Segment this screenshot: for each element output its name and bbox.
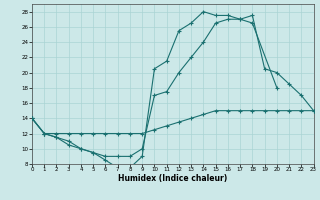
X-axis label: Humidex (Indice chaleur): Humidex (Indice chaleur) (118, 174, 228, 183)
